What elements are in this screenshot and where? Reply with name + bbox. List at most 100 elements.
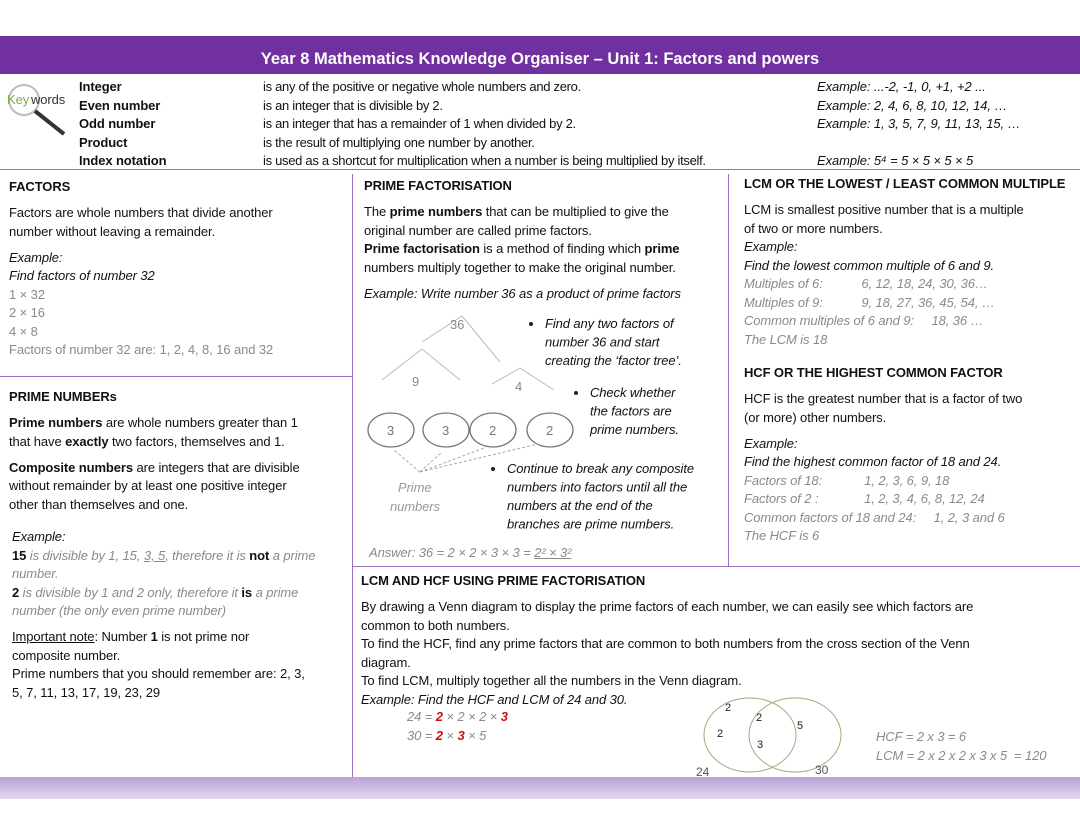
text: FACTORS [9,179,71,194]
divider [0,169,1080,170]
keyword-term: Even number [79,97,161,113]
venn-section-line: By drawing a Venn diagram to display the… [361,598,973,617]
text: is a method of finding which [479,241,645,256]
prime-factorisation-line: Example: Write number 36 as a product of… [364,285,681,304]
bullet-icon [574,391,578,395]
text: is not prime nor [157,629,250,644]
text: Common multiples of 6 and 9: 18, 36 … [744,313,984,328]
tree-node: 9 [412,374,419,389]
text: (or more) other numbers. [744,409,887,425]
prime-circle [469,412,517,448]
text: , therefore it is [165,547,250,563]
lcm-line: of two or more numbers. [744,220,883,239]
prime-label: Prime [398,480,431,495]
venn-number: 2 [756,712,762,724]
text: Composite numbers [9,459,133,475]
text: LCM OR THE LOWEST / LEAST COMMON MULTIPL… [744,176,1066,191]
text: HCF = 2 x 3 = 6 [876,729,967,744]
text: 4 × 8 [9,323,38,339]
text: Find the lowest common multiple of 6 and… [744,257,995,273]
svg-text:words: words [30,92,66,107]
text: Factors of 18: 1, 2, 3, 6, 9, 18 [744,472,950,488]
text: are integers that are divisible [132,459,300,475]
prime-examples-line: Example: [12,528,65,547]
prime-examples-line: Prime numbers that you should remember a… [12,665,305,684]
venn-label: 30 [815,763,829,777]
keyword-example: Example: 2, 4, 6, 8, 10, 12, 14, … [817,97,1008,113]
text: 15 [12,547,27,563]
venn-factors-line: 30 = 2 × 3 × 5 [407,727,486,746]
keyword-term: Product [79,134,128,150]
hcf-line: (or more) other numbers. [744,409,886,428]
prime-circle [422,412,470,448]
lcm-line: Common multiples of 6 and 9: 18, 36 … [744,312,984,331]
text: Factors are whole numbers that divide an… [9,205,273,220]
prime-numbers-line: PRIME NUMBERs [9,388,117,407]
venn-number: 2 [717,728,723,740]
keyword-definition: is the result of multiplying one number … [263,134,535,150]
lcm-line: LCM is smallest positive number that is … [744,201,1024,220]
step-text: branches are prime numbers. [507,517,674,532]
hcf-line: Factors of 2 : 1, 2, 3, 4, 6, 8, 12, 24 [744,490,985,509]
factors-line: Find factors of number 32 [9,267,155,286]
text: composite number. [12,647,121,663]
text: The HCF is 6 [744,528,820,543]
text: LCM AND HCF USING PRIME FACTORISATION [361,573,646,588]
text: To find the HCF, find any prime factors … [361,636,970,651]
arrow-line [419,443,539,473]
text: other than themselves and one. [9,496,189,512]
prime-factorisation-line: numbers multiply together to make the or… [364,259,676,278]
text: Factors of number 32 are: 1, 2, 4, 8, 16… [9,342,274,357]
text: that have [9,433,66,449]
prime-examples-line: composite number. [12,647,120,666]
text: Common factors of 18 and 24: 1, 2, 3 and… [744,509,1005,525]
prime-examples-line: Important note: Number 1 is not prime no… [12,628,249,647]
step-text: numbers into factors until all the [507,480,687,495]
text: Prime factorisation [364,241,480,256]
text: Answer: 36 = 2 × 2 × 3 × 3 = [369,545,535,560]
hcf-line: Factors of 18: 1, 2, 3, 6, 9, 18 [744,472,949,491]
lcm-line: The LCM is 18 [744,331,827,350]
keyword-term: Odd number [79,116,156,131]
venn-section-line: common to both numbers. [361,617,510,636]
divider [352,174,353,780]
text: The LCM is 18 [744,331,828,347]
keyword-definition: is an integer that is divisible by 2. [263,97,443,113]
keyword-example: Example: 1, 3, 5, 7, 9, 11, 13, 15, … [817,116,1021,131]
tree-branch [421,315,463,343]
tree-branch [461,315,501,363]
text: not [249,547,270,563]
step-text: prime numbers. [589,422,679,437]
venn-number: 5 [797,720,803,732]
divider [0,376,352,377]
text: 24 = [407,709,436,724]
factors-line: 1 × 32 [9,286,45,305]
text: Prime numbers that you should remember a… [12,666,305,681]
venn-label: 24 [696,765,710,779]
step-text: Find any two factors of [545,316,675,331]
factors-line: Example: [9,249,62,268]
tree-branch [381,348,423,381]
text: exactly [65,433,109,449]
text: Find factors of number 32 [9,268,155,283]
prime-factorisation-line: The prime numbers that can be multiplied… [364,203,669,222]
text: 2² × 3² [534,545,572,560]
prime-numbers-line: other than themselves and one. [9,496,188,515]
factors-line: number without leaving a remainder. [9,223,215,242]
step-text: the factors are [590,404,672,419]
arrow-line [393,449,421,473]
venn-circle-30 [748,697,842,773]
text: a prime [252,584,299,600]
prime-node: 2 [546,423,553,438]
text: Example: Find the HCF and LCM of 24 and … [361,691,628,707]
hcf-line: The HCF is 6 [744,527,819,546]
prime-examples-line: 15 is divisible by 1, 15, 3, 5, therefor… [12,547,315,566]
venn-section-line: LCM AND HCF USING PRIME FACTORISATION [361,572,645,591]
prime-circle [367,412,415,448]
answer-line: Answer: 36 = 2 × 2 × 3 × 3 = 2² × 3² [369,544,571,563]
factor-tree-diagram: 36 9 4 3 3 2 2 Prime numbers Find any two factors… [367,315,694,532]
text: Example: [12,529,66,544]
text: number (the only even prime number) [12,603,226,618]
venn-section-line: diagram. [361,654,411,673]
